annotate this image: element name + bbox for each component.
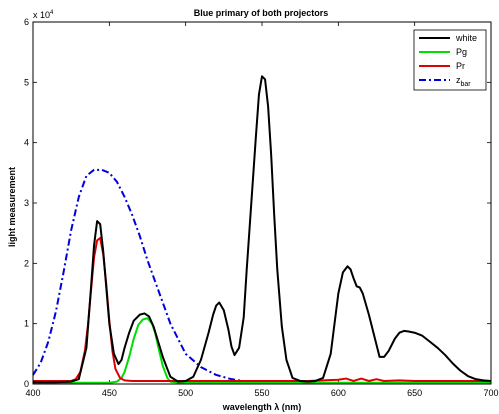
legend-label-main: Pr	[456, 61, 465, 71]
legend-label: Pr	[456, 61, 465, 71]
series-line-z-bar	[32, 168, 491, 385]
chart-title: Blue primary of both projectors	[194, 8, 329, 18]
y-exponent-base: x 10	[33, 10, 50, 20]
x-tick-label: 400	[25, 388, 40, 398]
y-tick-label: 0	[24, 379, 29, 389]
legend-label-main: white	[455, 33, 477, 43]
legend-label-sub: bar	[461, 81, 472, 88]
x-tick-label: 650	[407, 388, 422, 398]
y-tick-label: 4	[24, 138, 29, 148]
series-line-white	[33, 75, 492, 384]
x-tick-label: 500	[178, 388, 193, 398]
legend-label: white	[455, 33, 477, 43]
y-tick-label: 3	[24, 198, 29, 208]
y-tick-label: 5	[24, 77, 29, 87]
x-axis-label: wavelength λ (nm)	[222, 402, 302, 412]
y-exponent-label: x 104	[33, 10, 54, 20]
legend-label-main: z	[456, 75, 461, 85]
x-tick-label: 600	[331, 388, 346, 398]
x-tick-label: 700	[483, 388, 498, 398]
plot-frame	[32, 21, 492, 385]
legend-label: Pg	[456, 47, 467, 57]
axis-tick-labels: 400 450 500 550 600 650 700 0 1 2 3 4 5 6	[24, 17, 499, 398]
y-exponent-power: 4	[50, 10, 54, 16]
y-tick-label: 2	[24, 258, 29, 268]
x-tick-label: 550	[254, 388, 269, 398]
x-tick-label: 450	[102, 388, 117, 398]
legend-label: zbar	[456, 75, 471, 88]
legend-label-main: Pg	[456, 47, 467, 57]
y-tick-label: 1	[24, 319, 29, 329]
y-axis-label: light measurement	[7, 167, 17, 247]
y-tick-label: 6	[24, 17, 29, 27]
plot-lines	[32, 75, 492, 385]
legend: white Pg Pr zbar	[413, 29, 487, 91]
